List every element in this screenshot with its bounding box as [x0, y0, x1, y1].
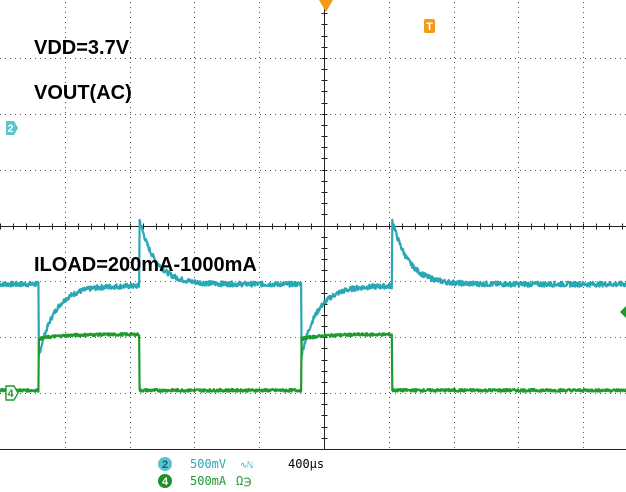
- ch4-ground-marker: 4: [5, 385, 19, 401]
- ch4-marker-label: 4: [7, 388, 14, 400]
- ch2-ground-marker: 2: [6, 121, 18, 135]
- vdd-annotation: VDD=3.7V: [34, 37, 130, 59]
- ch2-coupling: ∿ℕ: [240, 461, 253, 471]
- ch4-scale: 500mA: [190, 474, 227, 488]
- ch2-voltage-trace: [0, 218, 626, 358]
- trigger-level-label: T: [426, 21, 433, 33]
- timebase-readout: 400µs: [288, 457, 324, 471]
- graticule: [0, 2, 626, 450]
- ch4-readout: 4 500mA Ω℈: [158, 474, 252, 488]
- vout-annotation: VOUT(AC): [34, 82, 132, 104]
- trigger-level-marker: T: [424, 19, 435, 33]
- ch4-badge-icon: [158, 474, 172, 488]
- trigger-position-icon: [319, 0, 333, 12]
- ch4-coupling: Ω℈: [236, 474, 252, 488]
- ch2-marker-label: 2: [7, 123, 13, 135]
- ch2-badge-label: 2: [162, 459, 168, 471]
- right-edge-marker-icon: [620, 306, 626, 318]
- iload-annotation: ILOAD=200mA-1000mA: [34, 254, 257, 276]
- ch4-current-trace: [0, 332, 626, 393]
- ch4-badge-label: 4: [162, 476, 169, 488]
- ch2-badge-icon: [158, 457, 172, 471]
- ch2-scale: 500mV: [190, 457, 226, 471]
- ch2-readout: 2 500mV ∿ℕ: [158, 457, 253, 471]
